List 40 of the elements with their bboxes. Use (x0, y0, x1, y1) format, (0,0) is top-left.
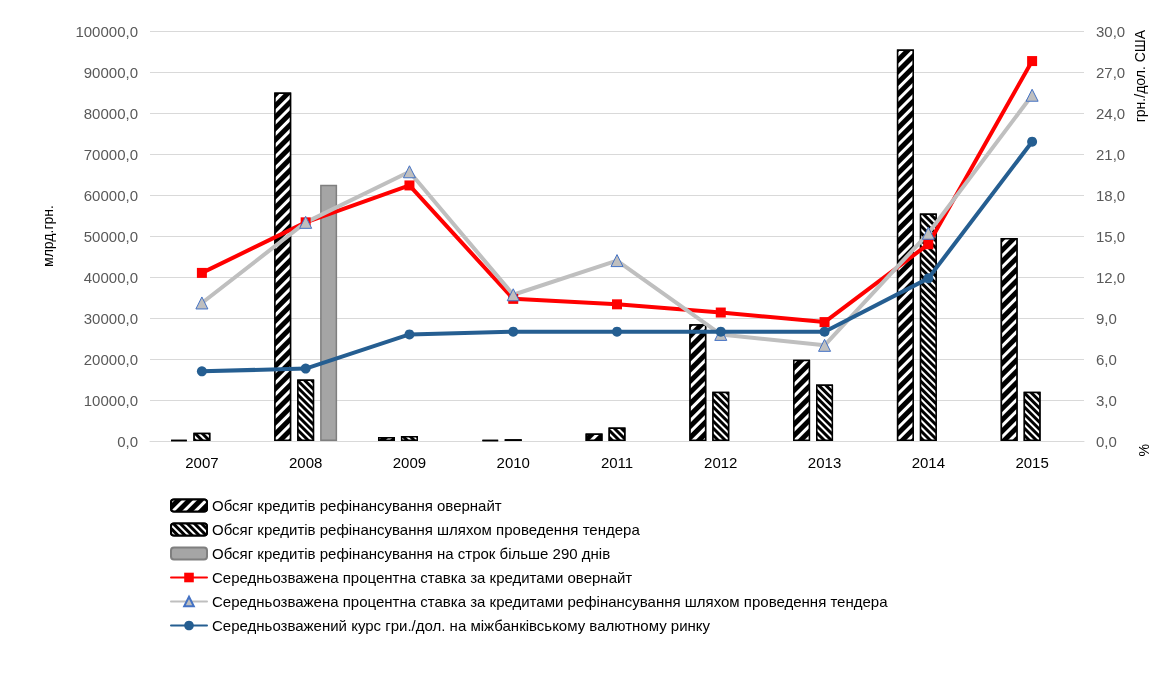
y-tick-label: 0,0 (117, 432, 138, 450)
y2-tick-label: 27,0 (1096, 63, 1126, 81)
y2-tick-label: 3,0 (1096, 391, 1117, 409)
x-tick-label: 2014 (911, 454, 946, 471)
y2-tick-label: 12,0 (1096, 268, 1126, 286)
y-axis-title: млрд.грн. (40, 205, 56, 267)
x-tick-label: 2015 (1015, 454, 1049, 471)
y-tick-label: 100000,0 (75, 22, 138, 40)
x-tick-label: 2012 (704, 454, 738, 471)
y-tick-label: 70000,0 (83, 145, 138, 163)
x-tick-label: 2010 (496, 454, 530, 471)
y-tick-label: 10000,0 (83, 391, 138, 409)
x-tick-label: 2008 (288, 454, 323, 471)
y-tick-label: 60000,0 (83, 186, 138, 204)
y2-tick-label: 15,0 (1096, 227, 1126, 245)
y-tick-label: 40000,0 (83, 268, 138, 286)
y2-tick-label: 0,0 (1096, 432, 1117, 450)
x-tick-label: 2013 (807, 454, 842, 471)
legend-label: Середньозважений курс гри./дол. на міжбанківському валютному ринку (212, 617, 711, 634)
y-tick-label: 90000,0 (83, 63, 138, 81)
y-tick-label: 50000,0 (83, 227, 138, 245)
legend-label: Обсяг кредитів рефінансування шляхом проведення тендера (212, 521, 641, 538)
legend-label: Середньозважена процентна ставка за кредитами овернайт (212, 569, 633, 586)
y2-tick-label: 6,0 (1096, 350, 1117, 368)
y-tick-label: 80000,0 (83, 104, 138, 122)
x-tick-label: 2009 (392, 454, 427, 471)
legend-label: Обсяг кредитів рефінансування овернайт (212, 497, 502, 514)
legend-label: Середньозважена процентна ставка за кредитами рефінансування шляхом проведення тендера (212, 593, 889, 610)
x-tick-label: 2007 (185, 454, 219, 471)
y2-tick-label: 30,0 (1096, 22, 1126, 40)
x-tick-label: 2011 (600, 454, 634, 471)
text: % (1136, 444, 1152, 457)
y-tick-label: 30000,0 (83, 309, 138, 327)
y2-tick-label: 18,0 (1096, 186, 1126, 204)
y2-axis-title: грн./дол. США (1132, 29, 1148, 123)
y2-tick-label: 24,0 (1096, 104, 1126, 122)
y2-tick-label: 9,0 (1096, 309, 1117, 327)
y2-tick-label: 21,0 (1096, 145, 1126, 163)
legend-label: Обсяг кредитів рефінансування на строк більше 290 днів (212, 545, 611, 562)
y-tick-label: 20000,0 (83, 350, 138, 368)
